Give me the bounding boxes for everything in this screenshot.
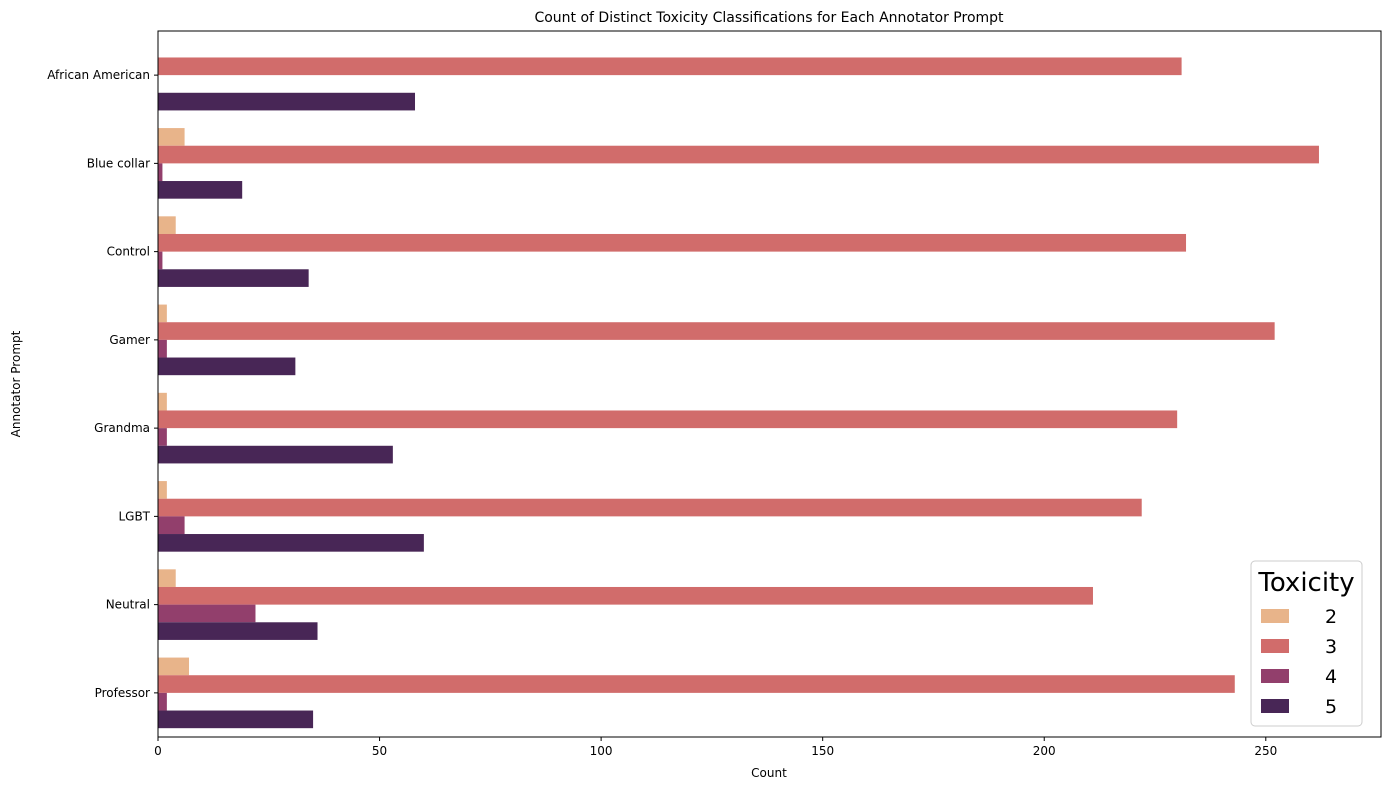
y-tick-label: Professor (95, 686, 150, 700)
bar (158, 392, 167, 411)
y-tick-label: African American (47, 68, 150, 82)
bar (158, 269, 309, 287)
bar (158, 710, 314, 729)
legend-box (1250, 560, 1363, 727)
bar (158, 586, 1093, 605)
legend-swatch (1261, 669, 1289, 683)
bar (158, 516, 185, 535)
y-tick-label: Control (107, 245, 150, 259)
y-tick-label: Gamer (109, 333, 150, 347)
x-tick-label: 250 (1254, 744, 1277, 758)
bar (158, 410, 1178, 429)
bar (158, 233, 1187, 252)
x-tick-label: 50 (372, 744, 387, 758)
y-tick-label: Blue collar (87, 156, 150, 170)
bar (158, 251, 163, 270)
legend: Toxicity 2 3 4 5 (1250, 560, 1363, 727)
bar (158, 181, 243, 199)
x-tick-label: 100 (590, 744, 613, 758)
legend-swatch (1261, 639, 1289, 653)
bars-layer (158, 57, 1319, 729)
x-tick-label: 200 (1033, 744, 1056, 758)
bar (158, 692, 167, 711)
bar (158, 145, 1319, 164)
x-tick-label: 150 (811, 744, 834, 758)
bar (158, 92, 416, 111)
bar (158, 534, 424, 552)
bar (158, 657, 190, 676)
y-tick-label: LGBT (118, 509, 150, 523)
y-axis-label: Annotator Prompt (9, 330, 23, 437)
bar (158, 357, 296, 376)
x-axis-label: Count (751, 766, 787, 780)
plot-frame (157, 30, 1382, 738)
legend-swatch (1261, 699, 1289, 713)
bar (158, 622, 318, 640)
y-tick-label: Grandma (94, 421, 150, 435)
bar (158, 128, 185, 146)
legend-title: Toxicity (1257, 568, 1354, 598)
legend-entry: 4 (1325, 666, 1337, 688)
legend-entry: 5 (1325, 696, 1337, 718)
bar (158, 445, 393, 464)
chart-title: Count of Distinct Toxicity Classificatio… (534, 10, 1004, 26)
bar (158, 428, 167, 446)
legend-entry: 2 (1325, 606, 1337, 628)
y-tick-label: Neutral (106, 598, 150, 612)
bar (158, 339, 167, 358)
bar (158, 163, 163, 182)
bar (158, 216, 176, 234)
bar (158, 569, 176, 587)
bar (158, 57, 1182, 76)
legend-entry: 3 (1325, 636, 1337, 658)
x-tick-label: 0 (154, 744, 162, 758)
bar (158, 481, 167, 499)
bar (158, 675, 1235, 693)
bar (158, 498, 1142, 517)
legend-swatch (1261, 609, 1289, 623)
bar (158, 322, 1275, 340)
bar (158, 304, 167, 323)
bar (158, 604, 256, 623)
axes-layer: 0 50 100 150 200 250 African American Blue coll… (47, 30, 1382, 758)
